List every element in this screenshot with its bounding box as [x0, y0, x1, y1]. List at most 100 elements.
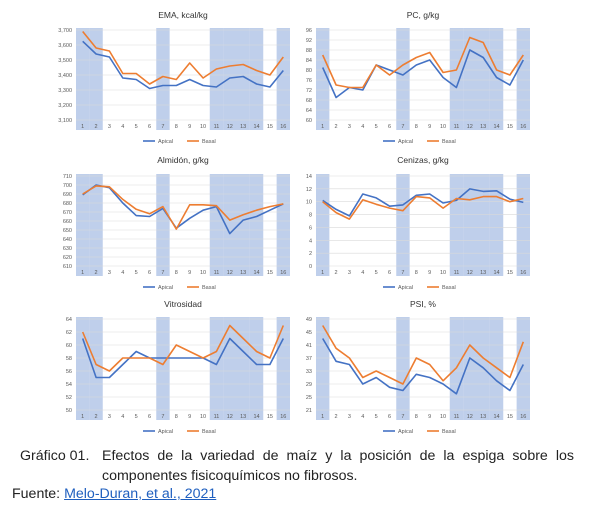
y-tick-label: 58 — [66, 356, 72, 362]
x-tick-label: 13 — [480, 124, 486, 130]
y-tick-label: 88 — [306, 48, 312, 54]
shaded-band — [89, 174, 103, 276]
x-tick-label: 2 — [335, 414, 338, 420]
x-tick-label: 13 — [480, 414, 486, 420]
x-tick-label: 10 — [200, 414, 206, 420]
x-tick-label: 7 — [161, 270, 164, 276]
series-line-basal — [322, 195, 524, 220]
x-tick-label: 5 — [135, 414, 138, 420]
y-tick-label: 710 — [63, 174, 72, 180]
y-tick-label: 3,300 — [58, 88, 72, 94]
x-tick-label: 14 — [254, 270, 260, 276]
x-tick-label: 5 — [375, 124, 378, 130]
y-tick-label: 3,500 — [58, 58, 72, 64]
y-tick-label: 3,200 — [58, 103, 72, 109]
x-tick-label: 10 — [440, 414, 446, 420]
shaded-band — [209, 174, 224, 276]
y-tick-label: 96 — [306, 28, 312, 34]
x-tick-label: 12 — [467, 124, 473, 130]
x-tick-label: 6 — [388, 270, 391, 276]
x-tick-label: 11 — [214, 124, 220, 130]
x-tick-label: 3 — [108, 270, 111, 276]
legend-label-apical: Apical — [398, 139, 413, 145]
series-line-apical — [82, 184, 284, 235]
x-tick-label: 15 — [507, 124, 513, 130]
y-tick-label: 45 — [306, 330, 312, 336]
x-tick-label: 6 — [148, 414, 151, 420]
x-tick-label: 8 — [175, 414, 178, 420]
legend-label-basal: Basal — [202, 285, 216, 291]
y-tick-label: 29 — [306, 382, 312, 388]
x-tick-label: 12 — [227, 270, 233, 276]
x-tick-label: 11 — [454, 414, 460, 420]
shaded-band — [156, 317, 170, 420]
x-tick-label: 4 — [361, 124, 364, 130]
x-tick-label: 7 — [401, 414, 404, 420]
y-tick-label: 610 — [63, 264, 72, 270]
chart-title: EMA, kcal/kg — [158, 10, 208, 20]
x-tick-label: 1 — [81, 270, 84, 276]
shaded-band — [396, 28, 410, 130]
x-tick-label: 6 — [148, 270, 151, 276]
source-link[interactable]: Melo-Duran, et al., 2021 — [64, 486, 217, 502]
x-tick-label: 8 — [175, 124, 178, 130]
x-tick-label: 16 — [280, 414, 286, 420]
shaded-band — [209, 317, 224, 420]
y-tick-label: 3,600 — [58, 43, 72, 49]
y-tick-label: 60 — [306, 118, 312, 124]
y-tick-label: 4 — [309, 238, 312, 244]
x-tick-label: 3 — [348, 270, 351, 276]
x-tick-label: 2 — [95, 414, 98, 420]
chart-title: Vitrosidad — [164, 299, 202, 309]
legend-label-apical: Apical — [158, 139, 173, 145]
y-tick-label: 3,400 — [58, 73, 72, 79]
shaded-band — [276, 28, 290, 130]
series-line-apical — [322, 338, 525, 395]
shaded-band — [249, 317, 264, 420]
x-tick-label: 7 — [161, 124, 164, 130]
y-tick-label: 640 — [63, 237, 72, 243]
series-line-basal — [82, 30, 284, 85]
shaded-band — [396, 317, 410, 420]
shaded-band — [276, 317, 290, 420]
y-tick-label: 10 — [306, 200, 312, 206]
x-tick-label: 5 — [135, 124, 138, 130]
x-tick-label: 14 — [254, 414, 260, 420]
x-tick-label: 14 — [494, 270, 500, 276]
y-tick-label: 680 — [63, 201, 72, 207]
x-tick-label: 2 — [335, 124, 338, 130]
x-tick-label: 6 — [148, 124, 151, 130]
shaded-band — [516, 28, 530, 130]
x-tick-label: 9 — [428, 124, 431, 130]
shaded-band — [76, 174, 90, 276]
caption-text: Efectos de la variedad de maíz y la posi… — [102, 448, 574, 484]
x-tick-label: 4 — [121, 270, 124, 276]
legend-label-apical: Apical — [398, 285, 413, 291]
source-prefix: Fuente: — [12, 486, 65, 502]
series-line-basal — [81, 324, 285, 372]
x-tick-label: 5 — [375, 270, 378, 276]
x-tick-label: 2 — [95, 270, 98, 276]
x-tick-label: 8 — [415, 270, 418, 276]
shaded-band — [316, 28, 330, 130]
x-tick-label: 1 — [81, 124, 84, 130]
y-tick-label: 6 — [309, 225, 312, 231]
y-tick-label: 37 — [306, 356, 312, 362]
shaded-band — [476, 28, 490, 130]
series-line-apical — [322, 188, 524, 217]
y-tick-label: 8 — [309, 213, 312, 219]
y-tick-label: 650 — [63, 228, 72, 234]
shaded-band — [156, 28, 170, 130]
x-tick-label: 15 — [507, 270, 513, 276]
x-tick-label: 2 — [95, 124, 98, 130]
x-tick-label: 15 — [267, 270, 273, 276]
shaded-band — [476, 174, 490, 276]
x-tick-label: 3 — [348, 414, 351, 420]
x-tick-label: 10 — [440, 270, 446, 276]
y-tick-label: 76 — [306, 78, 312, 84]
y-tick-label: 630 — [63, 246, 72, 252]
y-tick-label: 84 — [306, 58, 312, 64]
